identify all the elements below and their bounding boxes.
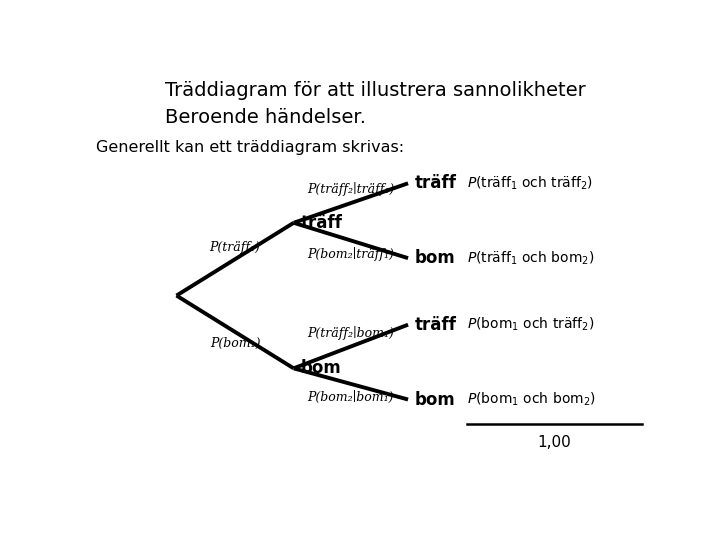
Text: P(träff₂∣bom₁): P(träff₂∣bom₁) [307, 326, 395, 340]
Text: $P(\mathrm{träff}_1\ \mathrm{och}\ \mathrm{bom}_2)$: $P(\mathrm{träff}_1\ \mathrm{och}\ \math… [467, 249, 594, 267]
Text: bom: bom [415, 249, 456, 267]
Text: 1,00: 1,00 [538, 435, 572, 450]
Text: träff: träff [415, 174, 456, 192]
Text: Träddiagram för att illustrera sannolikheter: Träddiagram för att illustrera sannolikh… [166, 82, 586, 100]
Text: $P(\mathrm{träff}_1\ \mathrm{och}\ \mathrm{träff}_2)$: $P(\mathrm{träff}_1\ \mathrm{och}\ \math… [467, 174, 593, 192]
Text: P(bom₁): P(bom₁) [210, 337, 261, 350]
Text: träff: träff [300, 214, 342, 232]
Text: $P(\mathrm{bom}_1\ \mathrm{och}\ \mathrm{träff}_2)$: $P(\mathrm{bom}_1\ \mathrm{och}\ \mathrm… [467, 316, 594, 333]
Text: P(bom₂∣träff₁): P(bom₂∣träff₁) [307, 247, 395, 261]
Text: Generellt kan ett träddiagram skrivas:: Generellt kan ett träddiagram skrivas: [96, 140, 404, 154]
Text: P(bom₂∣bom₁): P(bom₂∣bom₁) [307, 390, 394, 403]
Text: träff: träff [415, 316, 456, 334]
Text: P(träff₂∣träff₁): P(träff₂∣träff₁) [307, 183, 395, 197]
Text: $P(\mathrm{bom}_1\ \mathrm{och}\ \mathrm{bom}_2)$: $P(\mathrm{bom}_1\ \mathrm{och}\ \mathrm… [467, 391, 595, 408]
Text: P(träff₁): P(träff₁) [210, 241, 261, 254]
Text: bom: bom [300, 359, 341, 377]
Text: bom: bom [415, 390, 456, 409]
Text: Beroende händelser.: Beroende händelser. [166, 109, 366, 127]
